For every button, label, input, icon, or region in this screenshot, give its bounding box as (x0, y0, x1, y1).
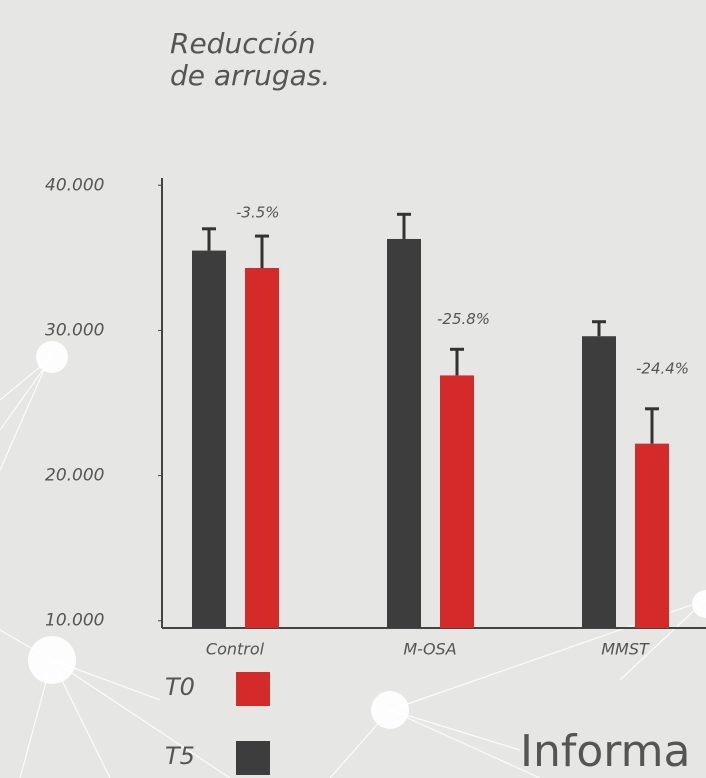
y-tick-label: 20.000 (45, 466, 104, 486)
network-decoration (0, 341, 706, 778)
x-tick-label: Control (206, 640, 265, 659)
legend-label: T5 (165, 742, 195, 770)
legend-label: T0 (165, 673, 195, 701)
x-tick-label: M-OSA (403, 640, 456, 659)
y-tick-label: 40.000 (45, 175, 104, 195)
legend-swatch (236, 672, 270, 706)
bar (387, 238, 421, 628)
x-tick-label: MMST (601, 640, 650, 659)
annotation: -25.8% (437, 310, 490, 328)
y-tick-label: 30.000 (45, 320, 104, 340)
bar (245, 268, 279, 628)
annotation: -3.5% (236, 204, 280, 222)
bar (635, 443, 669, 628)
y-tick-label: 10.000 (45, 611, 104, 631)
annotation: -24.4% (636, 359, 689, 377)
legend-swatch (236, 741, 270, 775)
title-line: Reducción (170, 27, 316, 60)
bar (192, 250, 226, 629)
footer-text: Informa (520, 726, 690, 777)
title-line: de arrugas. (170, 59, 330, 92)
bar (582, 336, 616, 628)
bar (440, 375, 474, 628)
